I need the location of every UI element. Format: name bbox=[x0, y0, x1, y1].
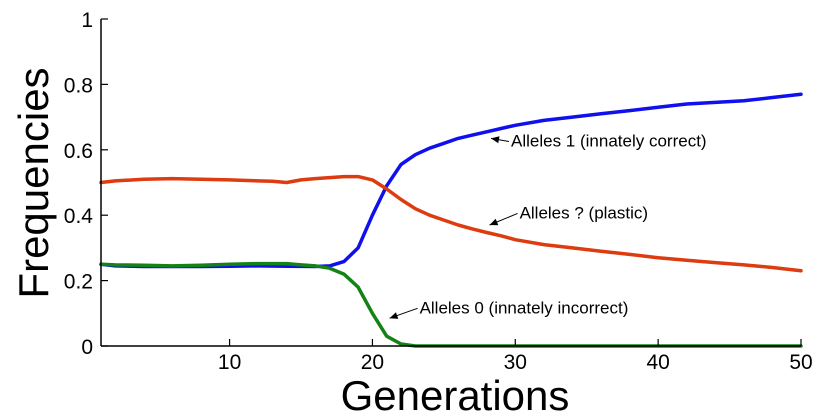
y-ticks: 0 0.2 0.4 0.6 0.8 1 bbox=[64, 9, 108, 359]
x-tick-label: 10 bbox=[218, 351, 241, 374]
y-tick-label: 0.6 bbox=[64, 140, 93, 163]
annotation-label-3: Alleles 0 (innately incorrect) bbox=[420, 298, 629, 317]
series-line-2 bbox=[99, 174, 803, 273]
annotation-label-1: Alleles 1 (innately correct) bbox=[511, 132, 707, 151]
x-tick-label: 30 bbox=[504, 351, 527, 374]
annotation-label-2: Alleles ? (plastic) bbox=[520, 203, 649, 222]
y-tick-label: 0.8 bbox=[64, 74, 93, 97]
x-ticks: 10 20 30 40 50 bbox=[218, 339, 813, 374]
x-tick-label: 50 bbox=[789, 351, 812, 374]
axes-layer bbox=[100, 19, 801, 347]
series-line-1 bbox=[99, 92, 803, 269]
annotation-arrowhead bbox=[489, 218, 499, 226]
y-tick-label: 1 bbox=[81, 9, 93, 32]
y-tick-label: 0.2 bbox=[64, 271, 93, 294]
annotation-arrowhead bbox=[389, 312, 399, 319]
y-tick-label: 0.4 bbox=[64, 205, 94, 228]
y-tick-label: 0 bbox=[81, 336, 93, 359]
x-tick-label: 20 bbox=[361, 351, 384, 374]
annotation-arrowhead bbox=[491, 136, 500, 144]
x-tick-label: 40 bbox=[646, 351, 669, 374]
x-axis-title: Generations bbox=[341, 372, 570, 416]
annotation-layer: Alleles 1 (innately correct) Alleles ? (p… bbox=[389, 132, 707, 319]
y-axis-title: Frequencies bbox=[10, 67, 57, 298]
